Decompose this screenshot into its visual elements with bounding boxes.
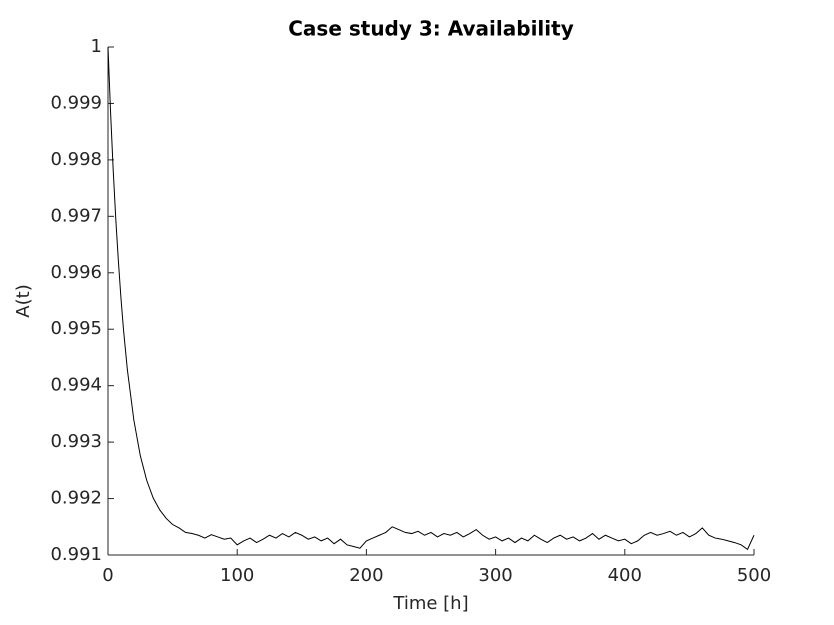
x-tick-label: 0 xyxy=(102,565,113,586)
y-tick-label: 0.999 xyxy=(50,92,102,113)
y-axis-label: A(t) xyxy=(13,284,34,317)
y-tick-label: 0.992 xyxy=(50,488,102,509)
x-tick-label: 400 xyxy=(608,565,642,586)
data-line xyxy=(107,46,755,551)
y-tick-label: 0.997 xyxy=(50,205,102,226)
x-tick-label: 300 xyxy=(478,565,512,586)
x-tick-label: 500 xyxy=(737,565,771,586)
y-tick-label: 0.991 xyxy=(50,544,102,565)
y-tick-label: 0.995 xyxy=(50,318,102,339)
x-axis-label: Time [h] xyxy=(392,593,468,614)
y-tick-label: 0.998 xyxy=(50,149,102,170)
y-tick-label: 1 xyxy=(91,36,102,57)
chart-title: Case study 3: Availability xyxy=(288,17,574,41)
y-tick-label: 0.993 xyxy=(50,431,102,452)
x-tick-label: 200 xyxy=(349,565,383,586)
y-tick-label: 0.996 xyxy=(50,262,102,283)
y-tick-label: 0.994 xyxy=(50,375,102,396)
x-tick-label: 100 xyxy=(220,565,254,586)
